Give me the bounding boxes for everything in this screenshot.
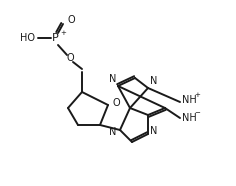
Text: O: O xyxy=(66,53,74,63)
Text: +: + xyxy=(60,30,66,36)
Text: HO: HO xyxy=(20,33,35,43)
Text: N: N xyxy=(150,76,157,86)
Text: −: − xyxy=(194,110,200,116)
Text: O: O xyxy=(67,15,75,25)
Text: +: + xyxy=(194,92,200,98)
Text: O: O xyxy=(112,98,120,108)
Text: NH: NH xyxy=(182,95,197,105)
Text: NH: NH xyxy=(182,113,197,123)
Text: N: N xyxy=(109,74,116,84)
Text: P: P xyxy=(52,33,58,43)
Text: N: N xyxy=(150,126,157,136)
Text: N: N xyxy=(109,127,116,137)
